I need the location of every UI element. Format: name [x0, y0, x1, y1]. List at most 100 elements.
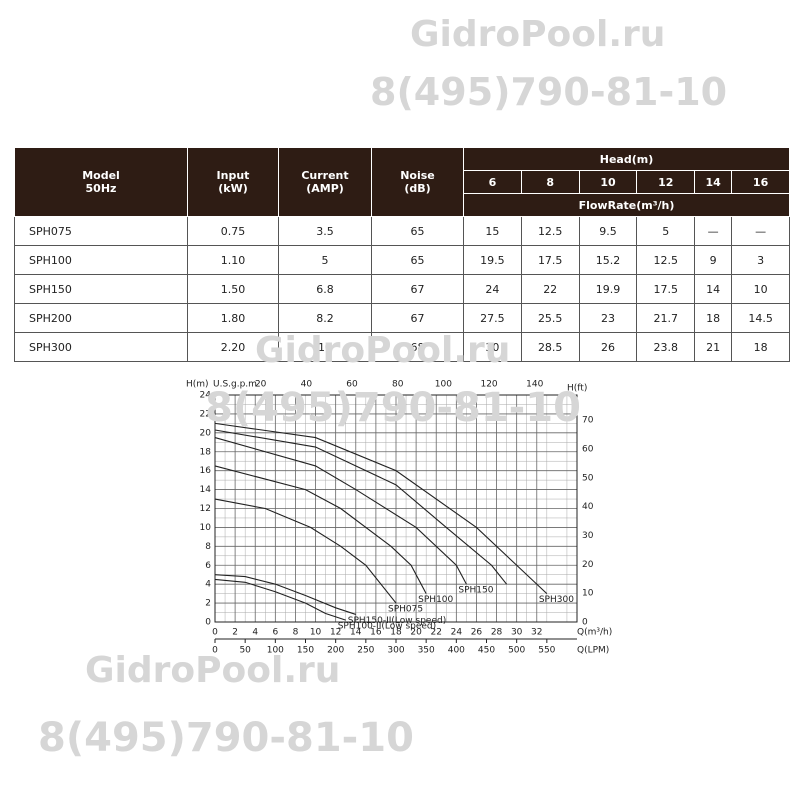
table-cell: 15.2	[578, 245, 638, 275]
y-tick-label: 20	[200, 428, 212, 438]
y2-tick-label: 40	[582, 502, 594, 512]
table-cell: SPH200	[14, 303, 188, 333]
x-top-tick-label: 80	[392, 380, 404, 390]
spec-table: Model 50Hz Input (kW) Current (AMP) Noise (dB) H…	[14, 147, 790, 362]
pump-curve	[214, 498, 397, 604]
x-tick-label: 18	[390, 628, 402, 638]
y-tick-label: 24	[200, 391, 212, 401]
table-row: SPH200 1.80 8.2 67 27.5 25.5 23 21.7 18 14.5	[14, 303, 790, 333]
table-cell: —	[694, 216, 733, 246]
table-cell: 21	[694, 332, 733, 362]
table-cell: 65	[371, 216, 464, 246]
table-cell: 10	[731, 274, 790, 304]
header-cell: 8	[520, 170, 580, 194]
table-cell: 24	[463, 274, 522, 304]
x-tick-label: 12	[330, 628, 341, 638]
x2-tick-label: 200	[327, 646, 344, 656]
table-cell: 30	[463, 332, 522, 362]
y-tick-label: 14	[200, 485, 212, 495]
x2-tick-label: 400	[448, 646, 465, 656]
table-cell: 19.5	[463, 245, 522, 275]
pump-curve	[214, 578, 346, 621]
header-text: Noise	[400, 169, 435, 182]
y2-tick-label: 70	[582, 416, 594, 426]
pump-curve	[214, 429, 508, 585]
pump-curve	[214, 437, 467, 585]
x-tick-label: 10	[310, 628, 322, 638]
x-tick-label: 26	[471, 628, 483, 638]
x-top-tick-label: 140	[526, 380, 543, 390]
x-axis-label: Q(m³/h)	[577, 628, 612, 638]
table-cell: 65	[371, 245, 464, 275]
x2-tick-label: 300	[387, 646, 404, 656]
pump-curve	[214, 465, 427, 594]
header-text: (AMP)	[306, 182, 344, 195]
header-cell: FlowRate(m³/h)	[463, 193, 790, 217]
header-cell: Input (kW)	[187, 147, 279, 217]
y-tick-label: 8	[205, 542, 211, 552]
y-tick-label: 0	[205, 618, 211, 628]
y-tick-label: 12	[200, 504, 211, 514]
x2-tick-label: 550	[538, 646, 555, 656]
table-cell: 14	[694, 274, 733, 304]
table-cell: 1.50	[187, 274, 279, 304]
table-cell: 23	[578, 303, 638, 333]
y2-axis-label: H(ft)	[567, 384, 587, 394]
x-tick-label: 4	[252, 628, 258, 638]
x-tick-label: 16	[370, 628, 382, 638]
y2-tick-label: 60	[582, 445, 594, 455]
x-top-axis-label: U.S.g.p.m	[213, 380, 257, 390]
header-text: (kW)	[218, 182, 248, 195]
watermark-phone: 8(495)790-81-10	[38, 715, 414, 761]
watermark-site: GidroPool.ru	[255, 330, 511, 371]
y2-tick-label: 30	[582, 531, 594, 541]
curve-label: SPH100-II(Low speed)	[338, 622, 436, 632]
header-row: FlowRate(m³/h)	[15, 193, 790, 217]
curve-label: SPH075	[388, 605, 423, 615]
x2-tick-label: 50	[239, 646, 251, 656]
watermark-site: GidroPool.ru	[410, 14, 666, 55]
curve-label: SPH150	[458, 586, 493, 596]
table-cell: 14.5	[731, 303, 790, 333]
curve-label: SPH100	[418, 595, 453, 605]
header-row: Model 50Hz Input (kW) Current (AMP) Noise (dB) H…	[14, 147, 790, 217]
y-tick-label: 6	[205, 561, 211, 571]
header-cell: Model 50Hz	[14, 147, 188, 217]
x-top-tick-label: 100	[435, 380, 452, 390]
x-tick-label: 32	[531, 628, 542, 638]
table-cell: 5	[636, 216, 696, 246]
header-cell: 10	[578, 170, 638, 194]
x-tick-label: 6	[272, 628, 278, 638]
x-tick-label: 2	[232, 628, 238, 638]
pump-curve	[214, 574, 356, 615]
y-tick-label: 16	[200, 466, 212, 476]
x2-tick-label: 150	[297, 646, 314, 656]
x-tick-label: 14	[350, 628, 362, 638]
table-row: SPH150 1.50 6.8 67 24 22 19.9 17.5 14 10	[14, 274, 790, 304]
y2-tick-label: 20	[582, 560, 594, 570]
x-tick-label: 8	[293, 628, 299, 638]
x2-tick-label: 100	[267, 646, 284, 656]
watermark-phone: 8(495)790-81-10	[370, 70, 728, 114]
header-text: Input	[216, 169, 250, 182]
x-top-tick-label: 20	[255, 380, 267, 390]
header-cell: 14	[694, 170, 733, 194]
y2-tick-label: 10	[582, 589, 594, 599]
x-tick-label: 20	[410, 628, 422, 638]
header-text: Current	[301, 169, 349, 182]
x-tick-label: 30	[511, 628, 523, 638]
x2-tick-label: 450	[478, 646, 495, 656]
table-cell: 22	[520, 274, 580, 304]
header-cell: 16	[731, 170, 790, 194]
y-tick-label: 22	[200, 409, 211, 419]
table-cell: 3.5	[278, 216, 372, 246]
header-cell: 12	[636, 170, 696, 194]
watermark-phone: 8(495)790-81-10	[205, 385, 581, 431]
table-cell: 18	[731, 332, 790, 362]
x-top-tick-label: 60	[346, 380, 358, 390]
curve-label: SPH150-II(Low speed)	[348, 616, 446, 626]
x2-tick-label: 250	[357, 646, 374, 656]
curve-label: SPH300	[539, 595, 574, 605]
header-cell: Current (AMP)	[278, 147, 372, 217]
